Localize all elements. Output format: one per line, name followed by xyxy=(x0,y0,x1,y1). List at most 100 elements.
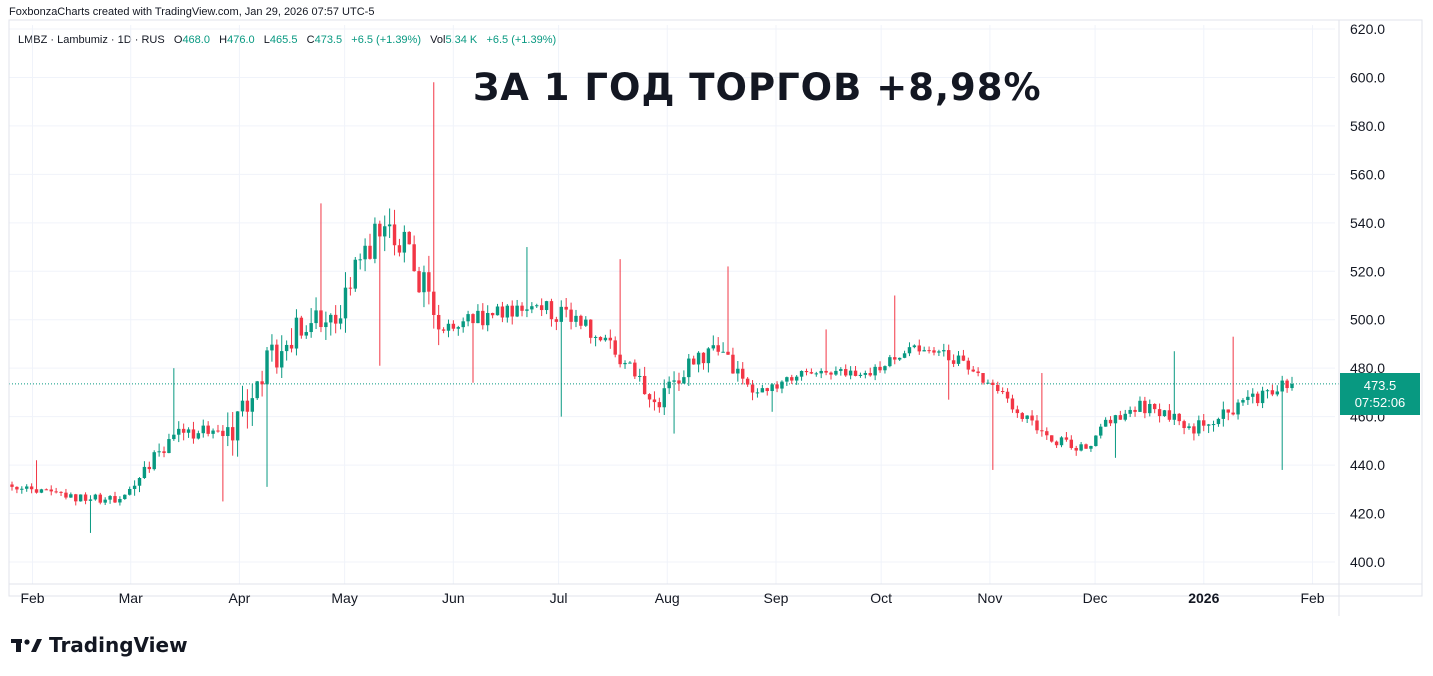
candle-body xyxy=(1143,400,1147,414)
candle-body xyxy=(216,430,220,432)
candle-body xyxy=(309,323,313,333)
candle-body xyxy=(1162,410,1167,417)
candle-body xyxy=(39,489,44,493)
candle-body xyxy=(946,350,951,361)
price-tick-label: 520.0 xyxy=(1350,263,1385,279)
candle-body xyxy=(240,400,245,412)
candle-body xyxy=(544,301,549,311)
candle-body xyxy=(633,362,637,377)
candle-body xyxy=(1118,415,1123,420)
candle-body xyxy=(1069,439,1074,448)
price-axis[interactable]: 400.0420.0440.0460.0480.0500.0520.0540.0… xyxy=(1350,21,1385,570)
candle-body xyxy=(809,372,814,374)
chart-frame xyxy=(8,19,1423,616)
candle-body xyxy=(927,350,931,352)
tradingview-logo[interactable]: TradingView xyxy=(11,633,188,657)
candle-body xyxy=(260,381,264,385)
candle-body xyxy=(1045,431,1049,436)
candle-body xyxy=(495,306,500,316)
price-tick-label: 560.0 xyxy=(1350,166,1385,182)
candle-body xyxy=(397,245,402,253)
candle-body xyxy=(1285,380,1289,389)
candle-body xyxy=(25,486,29,489)
candle-body xyxy=(706,348,711,364)
candle-body xyxy=(897,357,902,360)
candle-body xyxy=(1280,380,1284,392)
candle-body xyxy=(1251,393,1255,397)
candle-body xyxy=(1211,424,1216,426)
candle-body xyxy=(123,494,127,500)
candle-body xyxy=(667,381,671,389)
candle-body xyxy=(324,322,328,328)
candle-body xyxy=(991,382,995,386)
headline-annotation: ЗА 1 ГОД ТОРГОВ +8,98% xyxy=(473,66,1042,109)
candle-body xyxy=(1182,421,1186,429)
candle-body xyxy=(481,310,485,326)
time-tick-label: Jun xyxy=(442,590,465,606)
candle-body xyxy=(1113,415,1118,424)
candle-body xyxy=(64,492,68,498)
candle-body xyxy=(476,310,480,324)
time-tick-label: Oct xyxy=(870,590,892,606)
time-tick-label: Mar xyxy=(119,590,143,606)
candle-body xyxy=(206,425,210,434)
legend-symbol: LMBZ · Lambumiz · 1D · RUS xyxy=(18,34,165,46)
candle-body xyxy=(554,319,559,322)
candle-body xyxy=(15,486,19,490)
candle-body xyxy=(922,350,926,352)
candle-body xyxy=(584,319,588,326)
candle-body xyxy=(549,301,554,320)
legend-close-value: 473.5 xyxy=(314,34,343,46)
time-tick-label: 2026 xyxy=(1188,590,1219,606)
candle-body xyxy=(432,291,436,315)
candle-body xyxy=(598,336,603,341)
candle-body xyxy=(701,352,706,364)
candle-body xyxy=(986,382,990,384)
time-axis[interactable]: Feb Mar Apr May Jun Jul Aug Sep Oct Nov Dec 2026 Feb xyxy=(20,590,1324,606)
candle-body xyxy=(304,332,308,336)
candle-body xyxy=(525,309,529,311)
candle-body xyxy=(142,466,147,479)
candle-body xyxy=(29,486,34,490)
candle-body xyxy=(211,430,215,434)
candle-body xyxy=(638,375,642,377)
candle-body xyxy=(373,223,377,259)
candle-body xyxy=(530,306,534,310)
candle-body xyxy=(485,313,490,326)
candle-body xyxy=(275,344,279,368)
candle-body xyxy=(1103,419,1108,427)
candle-body xyxy=(471,314,475,324)
candle-body xyxy=(1084,444,1088,449)
candle-body xyxy=(1089,446,1093,449)
price-tick-label: 500.0 xyxy=(1350,312,1385,328)
legend-vol-label: Vol xyxy=(430,34,446,46)
candle-body xyxy=(343,287,348,319)
candle-body xyxy=(147,466,152,470)
candle-body xyxy=(427,272,431,292)
candle-body xyxy=(961,355,966,361)
candle-body xyxy=(1167,410,1172,420)
candle-body xyxy=(358,259,362,261)
candle-body xyxy=(1216,418,1221,425)
candle-body xyxy=(1231,412,1235,415)
candle-body xyxy=(235,411,240,441)
candle-body xyxy=(191,429,196,439)
legend-change: +6.5 (+1.39%) xyxy=(351,34,421,46)
candle-body xyxy=(618,354,622,365)
candle-body xyxy=(829,372,833,375)
candle-body xyxy=(500,306,505,318)
candle-body xyxy=(510,305,514,317)
price-tick-label: 400.0 xyxy=(1350,554,1385,570)
candle-body xyxy=(127,488,132,495)
candle-body xyxy=(863,373,868,375)
candle-body xyxy=(1064,437,1069,440)
candle-body xyxy=(1275,391,1279,395)
candle-body xyxy=(201,425,205,434)
candle-body xyxy=(1054,441,1059,446)
candle-body xyxy=(407,231,411,245)
candle-body xyxy=(623,362,627,365)
candle-body xyxy=(878,366,882,371)
candle-body xyxy=(181,428,186,433)
candle-body xyxy=(912,345,917,348)
